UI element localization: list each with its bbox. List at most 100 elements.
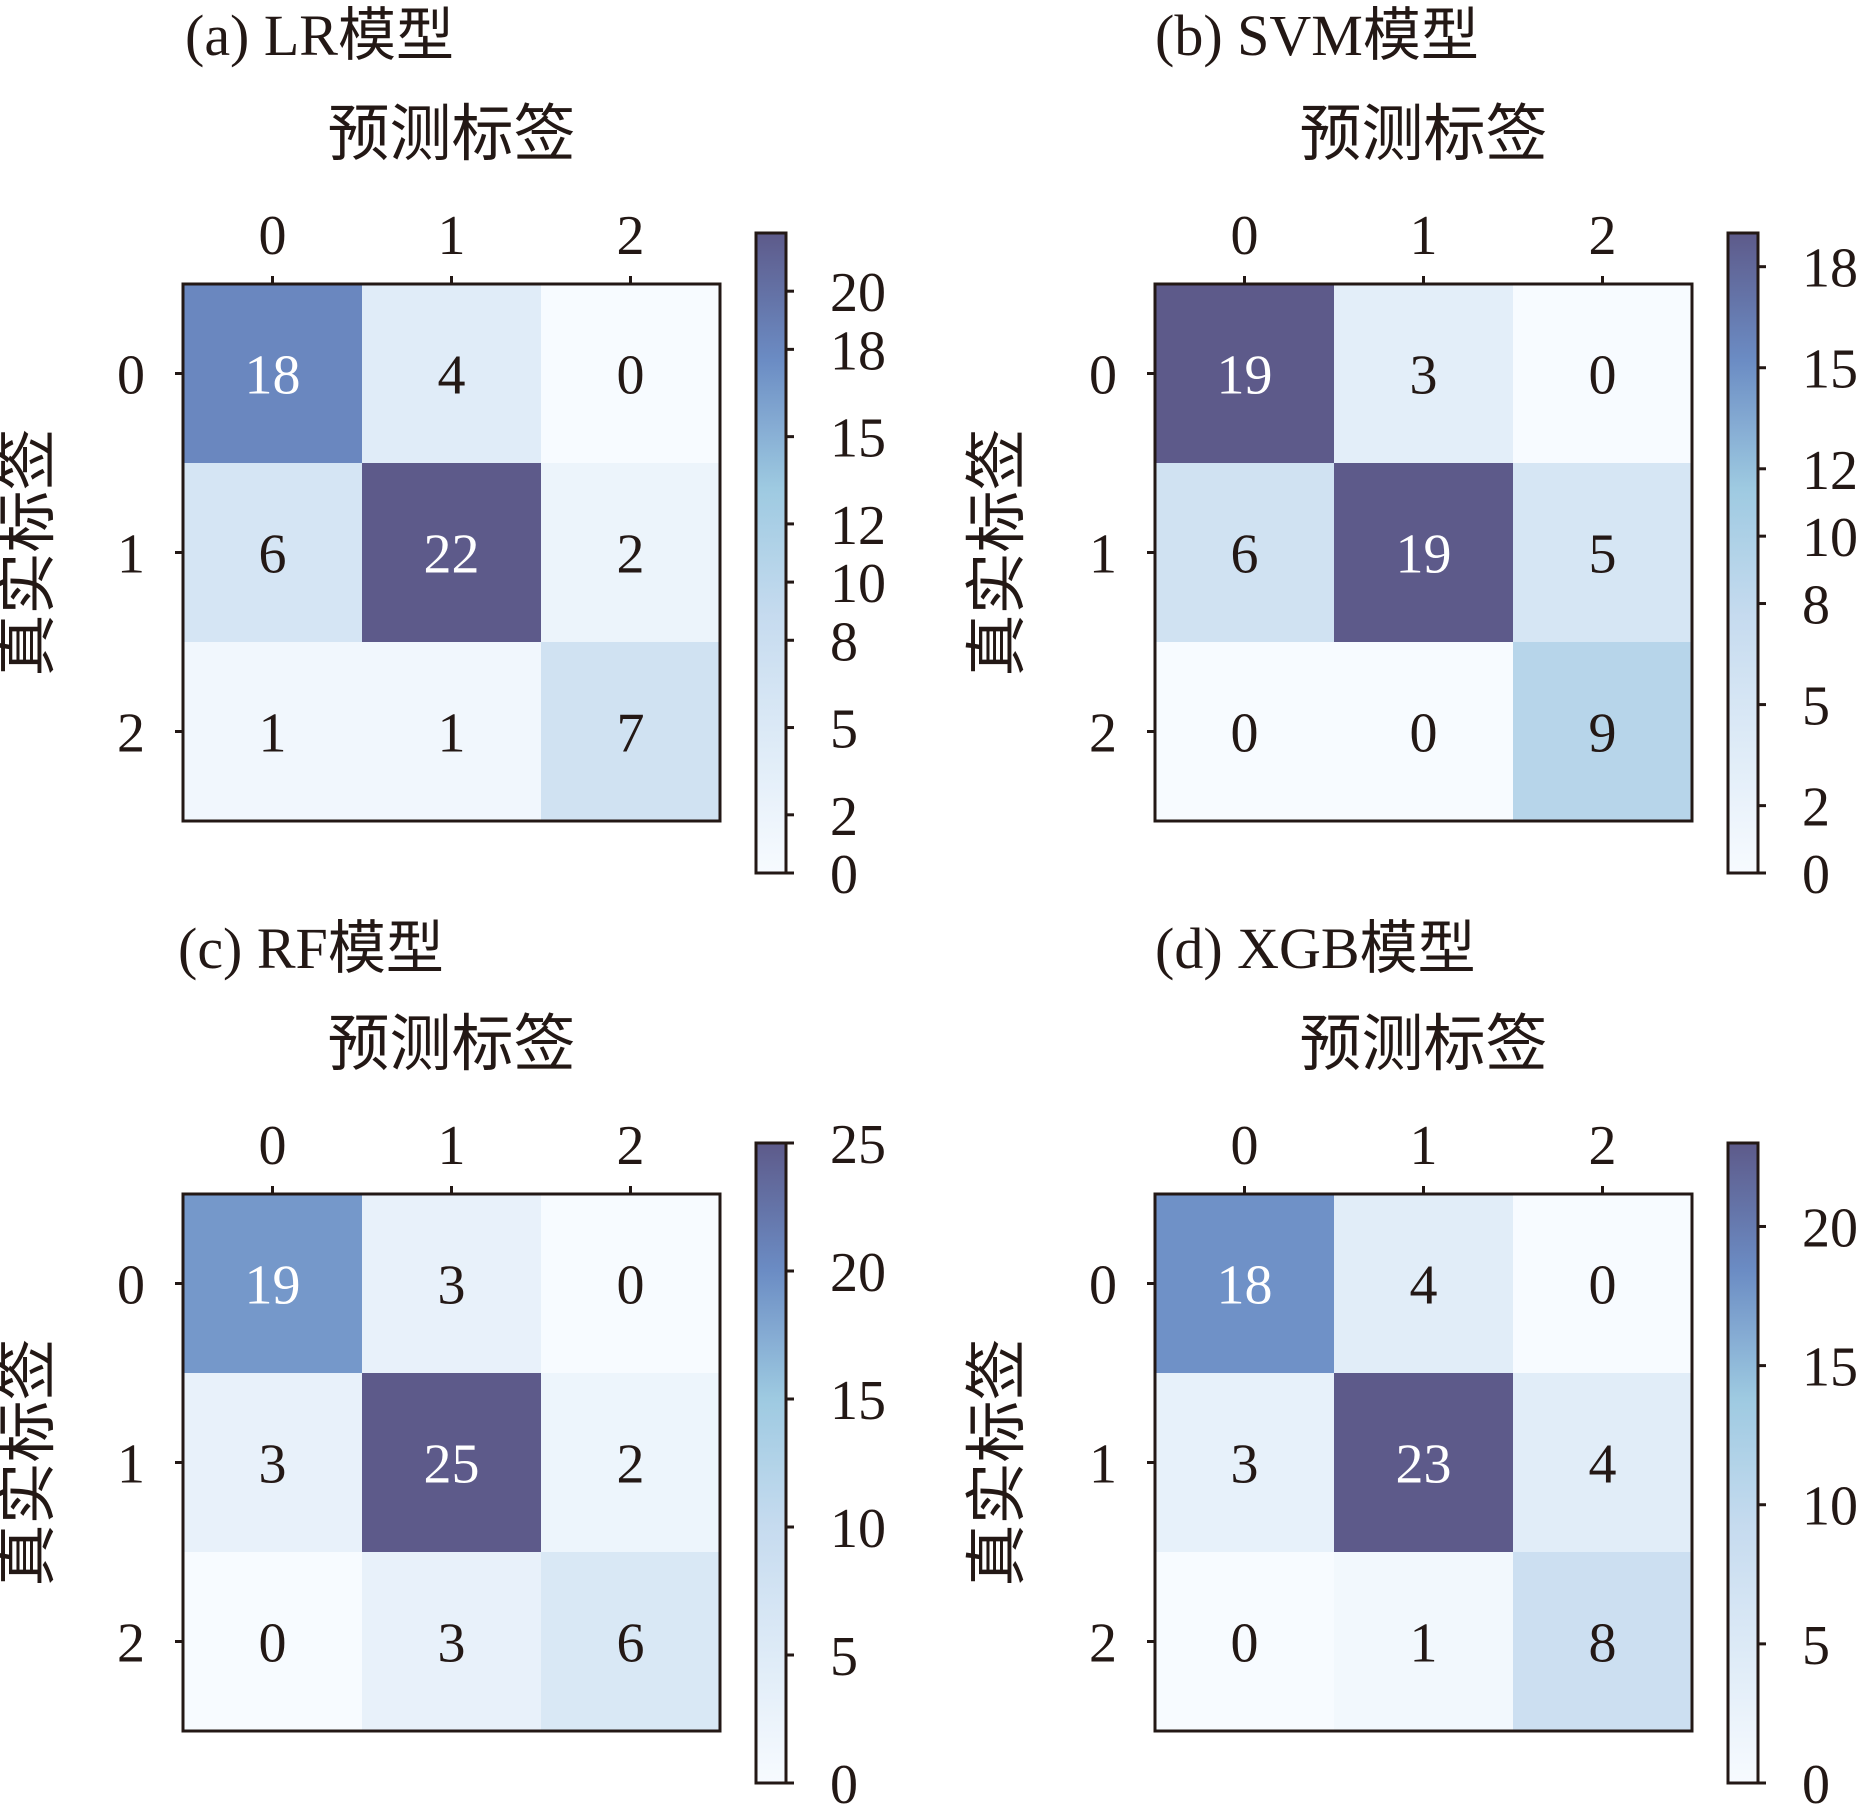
cell-value-label: 0 <box>617 345 645 407</box>
colorbar-tick-label: 20 <box>830 1242 886 1304</box>
x-tick-label: 0 <box>259 1115 287 1177</box>
heatmap-cell <box>541 1373 720 1552</box>
cell-value-label: 4 <box>1589 1434 1617 1496</box>
cell-value-label: 2 <box>617 1434 645 1496</box>
heatmap-cell <box>1155 284 1334 463</box>
heatmap-cell <box>183 1194 362 1373</box>
colorbar-tick-label: 8 <box>830 611 858 673</box>
cell-value-label: 7 <box>617 703 645 765</box>
heatmap-cell <box>1334 1194 1513 1373</box>
cell-value-label: 0 <box>1410 703 1438 765</box>
colorbar-tick-label: 15 <box>830 408 886 470</box>
colorbar-tick-label: 5 <box>830 699 858 761</box>
x-tick-label: 2 <box>1589 205 1617 267</box>
cell-value-label: 0 <box>1231 703 1259 765</box>
y-axis-label: 真实标签 <box>0 428 62 676</box>
colorbar-tick-label: 12 <box>1802 440 1858 502</box>
colorbar-tick-label: 5 <box>1802 1615 1830 1677</box>
cell-value-label: 1 <box>438 703 466 765</box>
cell-value-label: 2 <box>617 524 645 586</box>
heatmap-cell <box>1334 1373 1513 1552</box>
colorbar-tick-label: 2 <box>1802 777 1830 839</box>
heatmap-cell <box>362 463 541 642</box>
cell-value-label: 3 <box>1410 345 1438 407</box>
y-tick-label: 0 <box>1089 1255 1117 1317</box>
y-tick-label: 1 <box>117 1434 145 1496</box>
cell-value-label: 4 <box>438 345 466 407</box>
cell-value-label: 18 <box>1217 1255 1273 1317</box>
cell-value-label: 6 <box>1231 524 1259 586</box>
colorbar-tick-label: 18 <box>830 320 886 382</box>
y-tick-label: 2 <box>1089 1613 1117 1675</box>
cell-value-label: 1 <box>259 703 287 765</box>
heatmap-cell <box>362 642 541 821</box>
cell-value-label: 3 <box>438 1613 466 1675</box>
heatmap-cell <box>541 284 720 463</box>
cell-value-label: 5 <box>1589 524 1617 586</box>
x-tick-label: 1 <box>1410 1115 1438 1177</box>
heatmap-cell <box>183 284 362 463</box>
colorbar <box>1726 1141 1760 1785</box>
cell-value-label: 6 <box>259 524 287 586</box>
x-tick-label: 0 <box>1231 1115 1259 1177</box>
cell-value-label: 0 <box>1231 1613 1259 1675</box>
panel-title: (d) XGB模型 <box>1155 916 1476 981</box>
heatmap-cell <box>1155 1373 1334 1552</box>
cell-value-label: 22 <box>424 524 480 586</box>
colorbar-tick-label: 10 <box>830 1498 886 1560</box>
colorbar-tick-label: 20 <box>830 262 886 324</box>
heatmap-cell <box>1513 1373 1692 1552</box>
heatmap-cell <box>362 1194 541 1373</box>
x-tick-label: 1 <box>438 1115 466 1177</box>
heatmap-cell <box>1334 1552 1513 1731</box>
y-tick-label: 0 <box>117 1255 145 1317</box>
heatmap-cell <box>541 1194 720 1373</box>
y-tick-label: 2 <box>117 703 145 765</box>
colorbar-tick-label: 5 <box>1802 676 1830 738</box>
colorbar-tick-label: 10 <box>1802 507 1858 569</box>
cell-value-label: 3 <box>259 1434 287 1496</box>
heatmap-cell <box>362 284 541 463</box>
heatmap-cell <box>1334 463 1513 642</box>
colorbar-tick-label: 25 <box>830 1114 886 1176</box>
y-tick-label: 0 <box>1089 345 1117 407</box>
heatmap-cell <box>183 1552 362 1731</box>
cell-value-label: 8 <box>1589 1613 1617 1675</box>
cell-value-label: 3 <box>1231 1434 1259 1496</box>
colorbar-tick-label: 8 <box>1802 575 1830 637</box>
x-tick-label: 1 <box>438 205 466 267</box>
y-tick-label: 0 <box>117 345 145 407</box>
cell-value-label: 23 <box>1396 1434 1452 1496</box>
x-axis-label: 预测标签 <box>1299 1011 1547 1079</box>
heatmap-cell <box>1155 642 1334 821</box>
x-tick-label: 2 <box>617 205 645 267</box>
colorbar-tick-label: 15 <box>830 1370 886 1432</box>
cell-value-label: 0 <box>259 1613 287 1675</box>
cell-value-label: 18 <box>245 345 301 407</box>
cell-value-label: 0 <box>1589 1255 1617 1317</box>
x-axis-label: 预测标签 <box>327 101 575 169</box>
heatmap-cell <box>183 642 362 821</box>
x-tick-label: 0 <box>1231 205 1259 267</box>
heatmap-cell <box>1155 463 1334 642</box>
heatmap-cell <box>183 463 362 642</box>
colorbar-tick-label: 0 <box>830 844 858 906</box>
y-tick-label: 2 <box>117 1613 145 1675</box>
heatmap-cell <box>541 642 720 821</box>
heatmap-cell <box>541 463 720 642</box>
x-tick-label: 0 <box>259 205 287 267</box>
colorbar-tick-label: 5 <box>830 1626 858 1688</box>
x-axis-label: 预测标签 <box>327 1011 575 1079</box>
colorbar-tick-label: 0 <box>1802 844 1830 906</box>
colorbar <box>1726 231 1760 875</box>
colorbar-tick-label: 18 <box>1802 238 1858 300</box>
heatmap-cell <box>541 1552 720 1731</box>
cell-value-label: 25 <box>424 1434 480 1496</box>
panel-title: (a) LR模型 <box>185 3 454 68</box>
x-tick-label: 2 <box>1589 1115 1617 1177</box>
cell-value-label: 9 <box>1589 703 1617 765</box>
colorbar-tick-label: 2 <box>830 786 858 848</box>
colorbar-tick-label: 10 <box>830 553 886 615</box>
